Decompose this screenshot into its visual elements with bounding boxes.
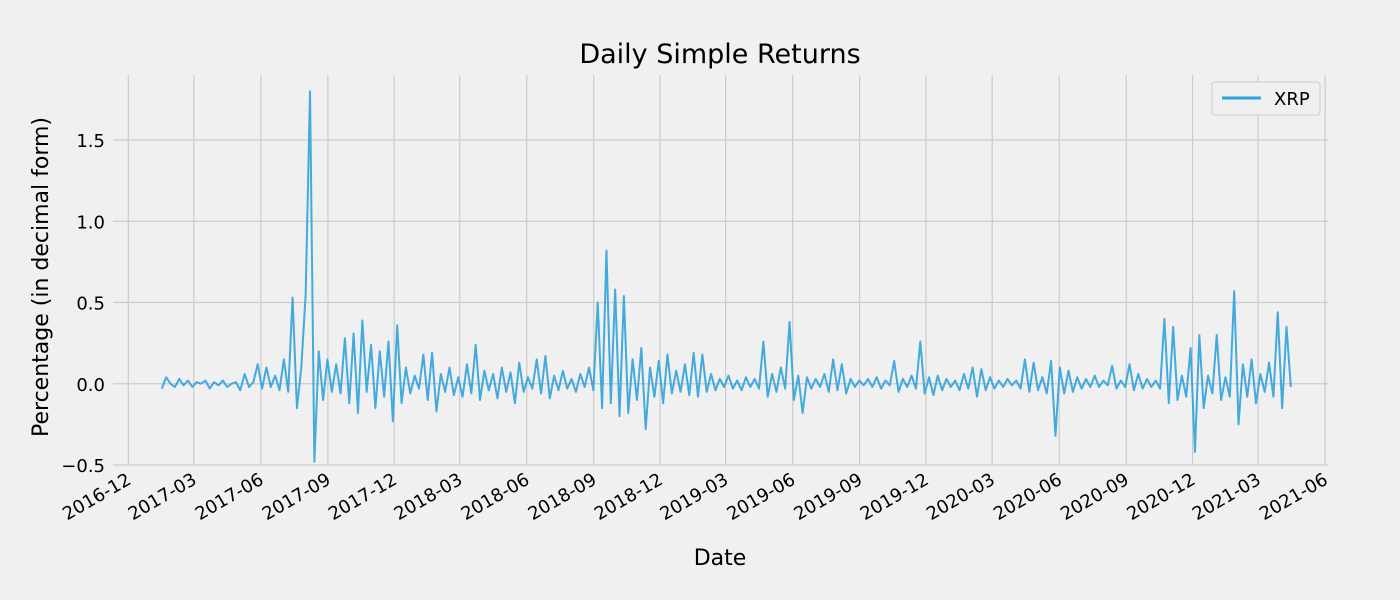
legend-label-xrp: XRP: [1274, 89, 1310, 110]
grid-lines: [113, 75, 1328, 466]
y-tick-label: −0.5: [61, 456, 105, 477]
y-axis-title: Percentage (in decimal form): [29, 117, 54, 437]
y-axis: −0.5 0.0 0.5 1.0 1.5: [61, 131, 105, 477]
y-tick-label: 1.5: [76, 131, 105, 152]
x-tick-label: 2018-09: [525, 469, 601, 525]
series-layer: [160, 90, 1292, 463]
x-tick-label: 2017-12: [325, 469, 401, 525]
x-tick-label: 2020-03: [923, 469, 999, 525]
x-tick-label: 2020-12: [1123, 469, 1199, 525]
y-tick-label: 1.0: [76, 212, 105, 233]
x-tick-label: 2018-12: [591, 469, 667, 525]
y-tick-label: 0.5: [76, 294, 105, 315]
legend-box: [1211, 81, 1321, 116]
x-axis: 2016-122017-032017-062017-092017-122018-…: [59, 469, 1331, 525]
x-axis-title: Date: [694, 546, 747, 571]
legend: XRP: [1211, 81, 1321, 116]
chart-title: Daily Simple Returns: [579, 39, 860, 70]
x-tick-label: 2019-03: [656, 469, 732, 525]
x-tick-label: 2019-12: [857, 469, 933, 525]
plot-area: [113, 75, 1328, 465]
x-tick-label: 2020-06: [990, 469, 1066, 525]
x-tick-label: 2020-09: [1057, 469, 1133, 525]
x-tick-label: 2017-06: [192, 469, 268, 525]
x-tick-label: 2017-09: [259, 469, 335, 525]
x-tick-label: 2016-12: [59, 469, 135, 525]
x-tick-label: 2019-06: [723, 469, 799, 525]
x-tick-label: 2021-03: [1189, 469, 1265, 525]
x-tick-label: 2019-09: [790, 469, 866, 525]
series-line-xrp: [160, 90, 1292, 463]
x-tick-label: 2017-03: [125, 469, 201, 525]
x-tick-label: 2018-03: [391, 469, 467, 525]
y-tick-label: 0.0: [76, 375, 105, 396]
x-tick-label: 2021-06: [1256, 469, 1332, 525]
x-tick-label: 2018-06: [458, 469, 534, 525]
